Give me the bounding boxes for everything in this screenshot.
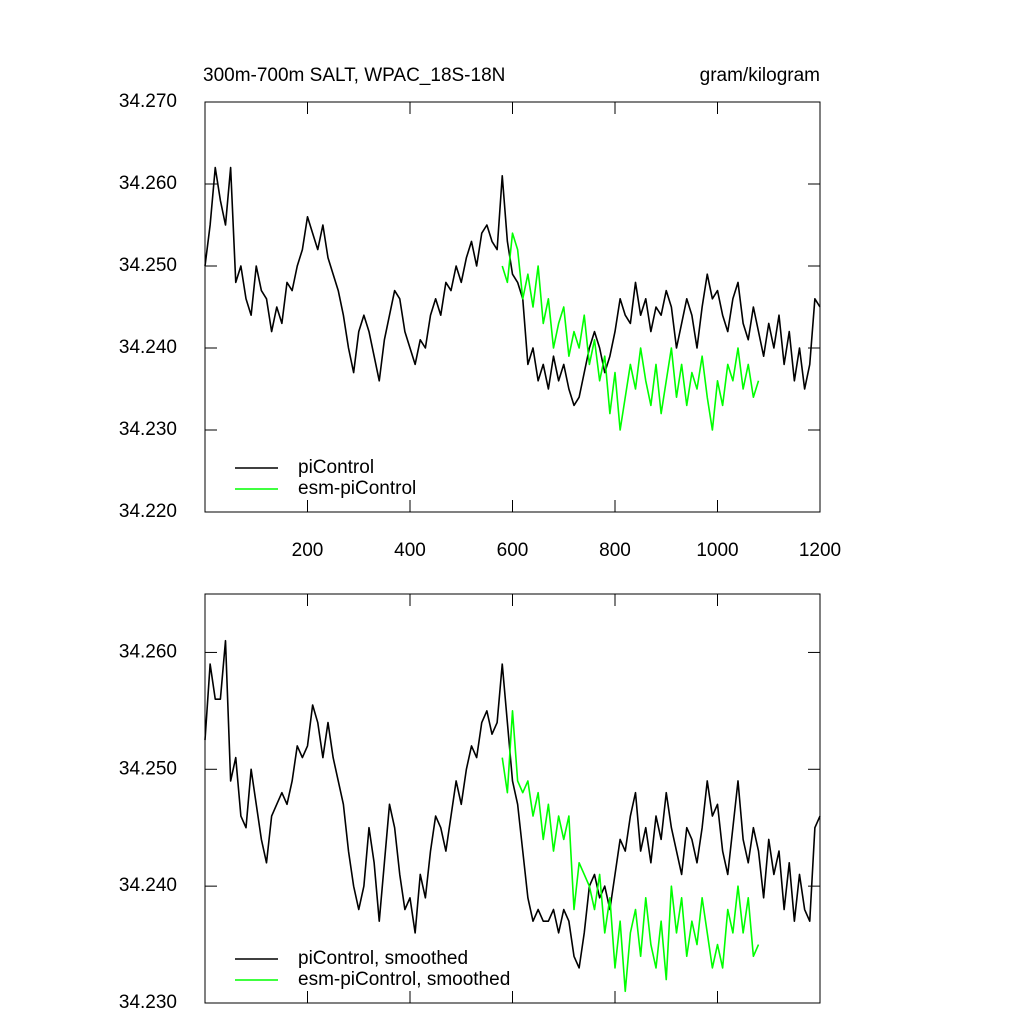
series-line [501, 710, 760, 993]
y-tick-label: 34.250 [119, 758, 177, 779]
units-label: gram/kilogram [700, 65, 820, 86]
legend-label: piControl, smoothed [298, 948, 468, 969]
x-tick-label: 200 [292, 540, 324, 561]
chart-title: 300m-700m SALT, WPAC_18S-18N [203, 65, 505, 86]
plot-frame [204, 101, 821, 513]
y-tick-label: 34.260 [119, 173, 177, 194]
y-tick-label: 34.260 [119, 641, 177, 662]
series-line [204, 166, 821, 407]
x-tick-label: 400 [394, 540, 426, 561]
legend-label: esm-piControl, smoothed [298, 969, 510, 990]
y-tick-label: 34.250 [119, 255, 177, 276]
y-tick-label: 34.270 [119, 91, 177, 112]
x-tick-label: 1200 [799, 540, 841, 561]
x-tick-label: 600 [497, 540, 529, 561]
y-tick-label: 34.230 [119, 419, 177, 440]
legend-label: piControl [298, 457, 374, 478]
y-tick-label: 34.230 [119, 992, 177, 1013]
series-line [204, 639, 821, 969]
x-tick-label: 800 [599, 540, 631, 561]
legend-label: esm-piControl [298, 478, 416, 499]
y-tick-label: 34.240 [119, 875, 177, 896]
x-tick-label: 1000 [696, 540, 738, 561]
y-tick-label: 34.240 [119, 337, 177, 358]
y-tick-label: 34.220 [119, 501, 177, 522]
plot-frame [204, 593, 821, 1004]
series-line [501, 232, 760, 431]
